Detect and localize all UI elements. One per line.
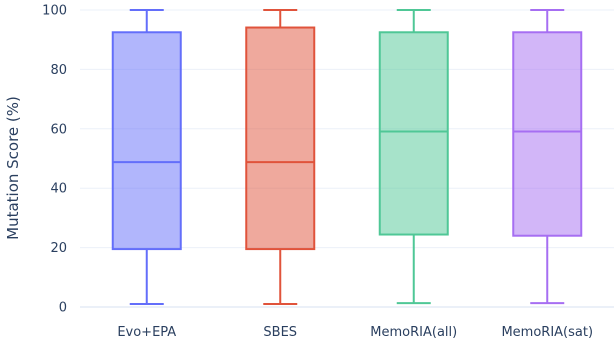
x-tick-label: MemoRIA(sat): [501, 325, 593, 340]
y-tick-label: 60: [50, 122, 67, 137]
iqr-box: [512, 31, 583, 237]
boxes: [111, 9, 583, 306]
x-axis-ticks: Evo+EPA SBES MemoRIA(all) MemoRIA(sat): [117, 325, 593, 340]
y-tick-label: 40: [50, 182, 67, 197]
y-tick-label: 100: [42, 4, 67, 19]
iqr-box: [378, 31, 449, 236]
iqr-box: [111, 31, 182, 251]
box-SBES: [245, 9, 316, 306]
x-tick-label: Evo+EPA: [117, 325, 176, 340]
box-MemoRIA(all): [378, 9, 449, 305]
box-MemoRIA(sat): [512, 9, 583, 305]
y-tick-label: 80: [50, 63, 67, 78]
x-tick-label: MemoRIA(all): [370, 325, 457, 340]
y-tick-label: 20: [50, 241, 67, 256]
y-axis-ticks: 0 20 40 60 80 100: [42, 4, 67, 316]
y-tick-label: 0: [59, 301, 67, 316]
x-tick-label: SBES: [263, 325, 297, 340]
y-axis-title: Mutation Score (%): [4, 96, 22, 240]
box-Evo+EPA: [111, 9, 182, 306]
iqr-box: [245, 26, 316, 251]
